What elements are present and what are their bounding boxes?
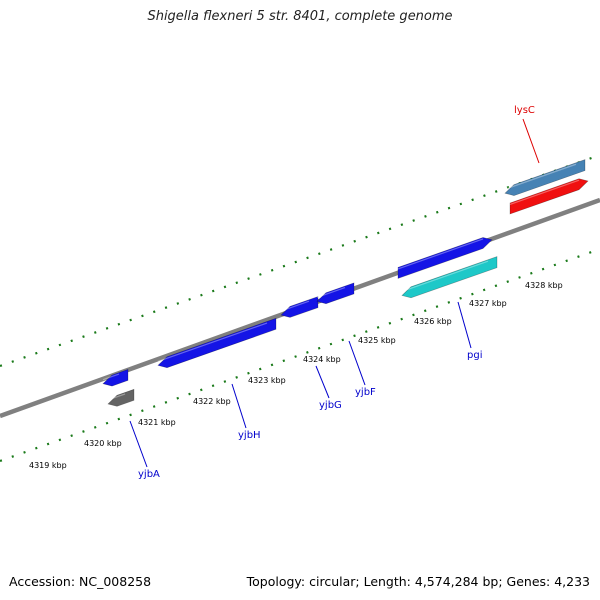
- genome-summary-text: Topology: circular; Length: 4,574,284 bp…: [246, 574, 590, 589]
- gene-yjbG-arrow-highlight: [280, 300, 310, 312]
- gene-yjbA-arrow-highlight: [102, 373, 120, 381]
- ruler-label: 4322 kbp: [193, 397, 231, 406]
- upper-tick-track: [0, 153, 600, 368]
- lower-tick-track: [0, 247, 600, 463]
- gene-leader-line: [315, 365, 330, 399]
- gene-pgi-cyan-box[interactable]: [401, 256, 498, 299]
- gene-yjbF-arrow[interactable]: [316, 282, 355, 305]
- gene-leader-line: [457, 301, 472, 349]
- gene-pgi-arrow-highlight: [397, 238, 484, 270]
- gene-label-yjbA[interactable]: yjbA: [138, 469, 160, 480]
- gene-label-yjbG[interactable]: yjbG: [319, 400, 342, 411]
- ruler-label: 4325 kbp: [358, 336, 396, 345]
- gene-lysC-red-arrow[interactable]: [509, 178, 589, 215]
- ruler-label: 4327 kbp: [469, 299, 507, 308]
- gene-label-yjbF[interactable]: yjbF: [355, 387, 376, 398]
- genome-title: Shigella flexneri 5 str. 8401, complete …: [147, 9, 453, 24]
- gene-lysC-steel-box-highlight: [504, 163, 577, 190]
- ruler-label: 4319 kbp: [29, 461, 67, 470]
- gene-yjbA-arrow[interactable]: [102, 368, 129, 387]
- gene-yjbA-gray-box-highlight: [107, 393, 126, 401]
- gene-pgi-cyan-box-highlight: [401, 260, 489, 293]
- gene-label-lysC[interactable]: lysC: [514, 105, 535, 116]
- ruler-label: 4328 kbp: [525, 281, 563, 290]
- gene-label-pgi[interactable]: pgi: [467, 350, 482, 361]
- ruler-label: 4326 kbp: [414, 317, 452, 326]
- gene-yjbH-arrow[interactable]: [157, 317, 277, 369]
- gene-pgi-arrow[interactable]: [397, 237, 493, 279]
- gene-lysC-steel-box[interactable]: [504, 159, 586, 196]
- ruler-label: 4323 kbp: [248, 376, 286, 385]
- ruler-label: 4321 kbp: [138, 418, 176, 427]
- gene-leader-line: [522, 118, 540, 164]
- gene-leader-line: [348, 340, 366, 386]
- gene-leader-line: [129, 420, 148, 468]
- ruler-label: 4320 kbp: [84, 439, 122, 448]
- gene-yjbG-arrow[interactable]: [280, 296, 319, 318]
- accession-text: Accession: NC_008258: [9, 574, 152, 589]
- gene-yjbA-gray-box[interactable]: [107, 388, 135, 407]
- gene-label-yjbH[interactable]: yjbH: [238, 430, 261, 441]
- ruler-label: 4324 kbp: [303, 355, 341, 364]
- gene-yjbF-arrow-highlight: [316, 286, 346, 298]
- gene-yjbH-arrow-highlight: [157, 322, 268, 362]
- gene-leader-line: [231, 383, 247, 429]
- gene-lysC-red-arrow-highlight: [509, 179, 580, 206]
